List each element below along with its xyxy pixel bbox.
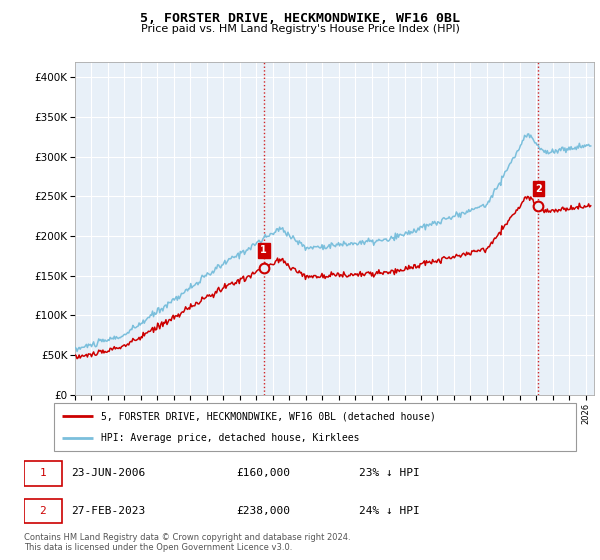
Text: 23% ↓ HPI: 23% ↓ HPI: [359, 468, 419, 478]
Text: 2: 2: [535, 184, 542, 194]
Text: 5, FORSTER DRIVE, HECKMONDWIKE, WF16 0BL (detached house): 5, FORSTER DRIVE, HECKMONDWIKE, WF16 0BL…: [101, 411, 436, 421]
Text: HPI: Average price, detached house, Kirklees: HPI: Average price, detached house, Kirk…: [101, 433, 359, 443]
Text: 5, FORSTER DRIVE, HECKMONDWIKE, WF16 0BL: 5, FORSTER DRIVE, HECKMONDWIKE, WF16 0BL: [140, 12, 460, 25]
Text: 1: 1: [260, 245, 267, 255]
Text: 24% ↓ HPI: 24% ↓ HPI: [359, 506, 419, 516]
Text: Price paid vs. HM Land Registry's House Price Index (HPI): Price paid vs. HM Land Registry's House …: [140, 24, 460, 34]
Text: 27-FEB-2023: 27-FEB-2023: [71, 506, 146, 516]
Text: £238,000: £238,000: [236, 506, 290, 516]
FancyBboxPatch shape: [24, 461, 62, 486]
FancyBboxPatch shape: [54, 403, 576, 451]
Text: £160,000: £160,000: [236, 468, 290, 478]
Text: Contains HM Land Registry data © Crown copyright and database right 2024.: Contains HM Land Registry data © Crown c…: [24, 533, 350, 542]
FancyBboxPatch shape: [24, 498, 62, 524]
Text: 23-JUN-2006: 23-JUN-2006: [71, 468, 146, 478]
Text: 2: 2: [40, 506, 46, 516]
Text: 1: 1: [40, 468, 46, 478]
Text: This data is licensed under the Open Government Licence v3.0.: This data is licensed under the Open Gov…: [24, 543, 292, 552]
